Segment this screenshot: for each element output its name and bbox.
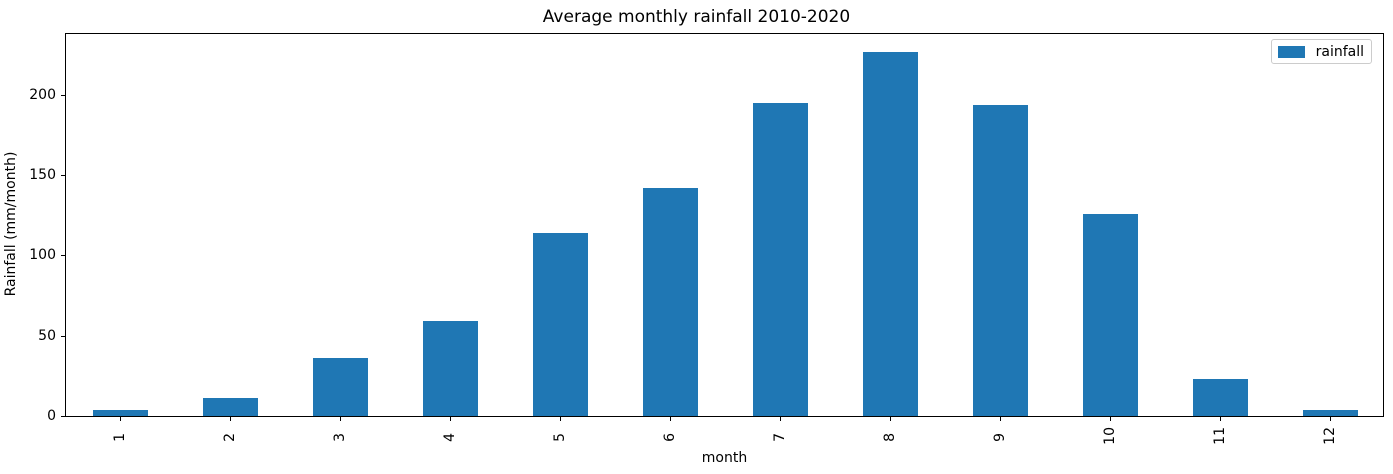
chart-title: Average monthly rainfall 2010-2020 — [542, 7, 851, 27]
x-tick-mark-10 — [1110, 417, 1111, 421]
x-tick-mark-1 — [120, 417, 121, 421]
bar-month-10 — [1082, 213, 1138, 416]
x-tick-label-12: 12 — [1322, 427, 1338, 449]
x-tick-label-text-4: 4 — [442, 433, 458, 442]
x-tick-mark-7 — [780, 417, 781, 421]
x-tick-mark-8 — [890, 417, 891, 421]
x-tick-label-text-7: 7 — [772, 433, 788, 442]
bar-month-6 — [642, 188, 698, 416]
x-tick-label-text-9: 9 — [992, 433, 1008, 442]
y-tick-mark-50 — [61, 335, 65, 337]
y-tick-mark-100 — [61, 255, 65, 257]
x-tick-label-9: 9 — [992, 427, 1008, 446]
x-tick-label-text-6: 6 — [662, 433, 678, 442]
y-tick-mark-150 — [61, 175, 65, 177]
x-axis-label: month — [701, 450, 748, 466]
x-tick-label-text-1: 1 — [112, 433, 128, 442]
x-tick-label-8: 8 — [882, 427, 898, 446]
x-tick-label-6: 6 — [662, 427, 678, 446]
x-tick-label-4: 4 — [442, 427, 458, 446]
x-tick-label-text-5: 5 — [552, 433, 568, 442]
legend-label-rainfall: rainfall — [1315, 43, 1364, 60]
y-tick-mark-0 — [61, 416, 65, 417]
x-tick-label-text-12: 12 — [1322, 427, 1338, 445]
bar-month-5 — [532, 233, 588, 416]
x-tick-label-7: 7 — [772, 427, 788, 446]
x-tick-mark-3 — [340, 417, 341, 421]
x-tick-mark-11 — [1220, 417, 1221, 421]
plot-area: rainfall — [65, 33, 1384, 417]
x-tick-label-11: 11 — [1212, 427, 1228, 449]
bar-month-8 — [862, 51, 918, 416]
y-tick-mark-200 — [61, 94, 65, 96]
x-tick-label-text-11: 11 — [1212, 427, 1228, 445]
bar-month-12 — [1302, 409, 1358, 416]
x-tick-label-10: 10 — [1102, 427, 1118, 449]
x-tick-mark-6 — [670, 417, 671, 421]
x-tick-label-text-8: 8 — [882, 433, 898, 442]
bar-month-9 — [972, 104, 1028, 416]
bar-month-4 — [422, 321, 478, 416]
bar-month-2 — [202, 398, 258, 416]
legend: rainfall — [1270, 39, 1372, 64]
bar-month-1 — [92, 409, 148, 416]
x-tick-label-text-10: 10 — [1102, 427, 1118, 445]
legend-swatch-rainfall — [1277, 45, 1305, 58]
x-tick-mark-2 — [230, 417, 231, 421]
y-tick-label-150: 150 — [29, 167, 56, 184]
x-tick-label-text-2: 2 — [222, 433, 238, 442]
x-tick-label-5: 5 — [552, 427, 568, 446]
y-tick-label-50: 50 — [38, 327, 56, 344]
bar-month-3 — [312, 358, 368, 416]
bar-month-11 — [1192, 379, 1248, 416]
x-tick-mark-4 — [450, 417, 451, 421]
x-tick-label-text-3: 3 — [332, 433, 348, 442]
x-tick-mark-5 — [560, 417, 561, 421]
y-tick-label-100: 100 — [29, 247, 56, 264]
y-tick-label-0: 0 — [47, 408, 56, 424]
x-tick-label-2: 2 — [222, 427, 238, 446]
x-tick-mark-9 — [1000, 417, 1001, 421]
y-tick-label-200: 200 — [29, 86, 56, 103]
x-tick-label-1: 1 — [112, 427, 128, 446]
bar-month-7 — [752, 103, 808, 416]
x-tick-mark-12 — [1330, 417, 1331, 421]
x-tick-label-3: 3 — [332, 427, 348, 446]
